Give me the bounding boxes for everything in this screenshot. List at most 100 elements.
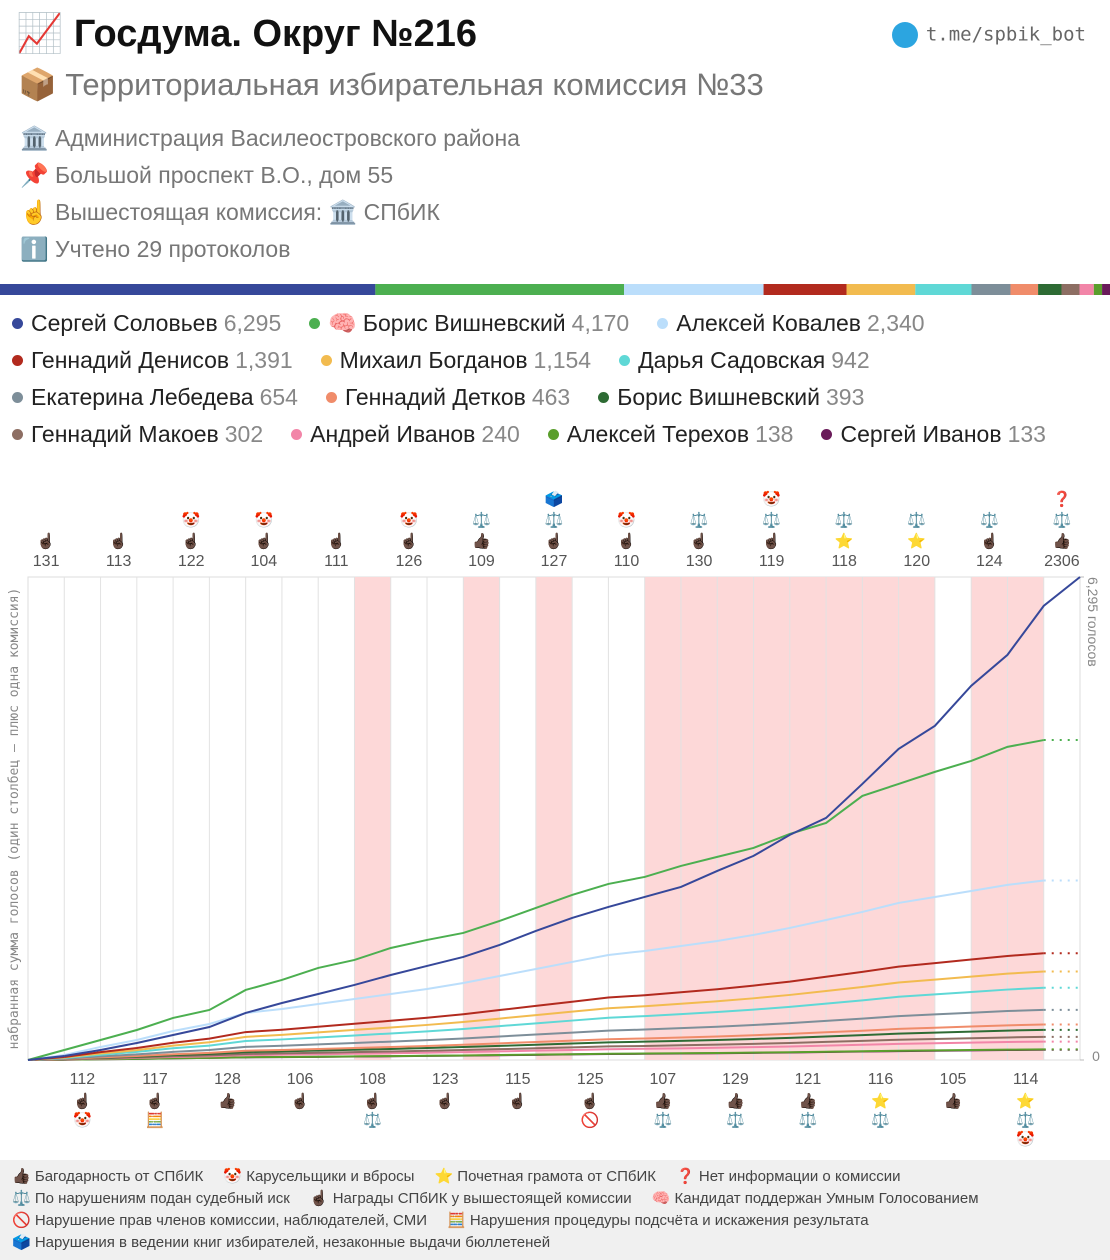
- legend-item: Сергей Соловьев 6,295: [10, 305, 281, 342]
- series-line: [64, 739, 1044, 1051]
- share-bar: [1061, 284, 1080, 295]
- title: 📈 Госдума. Округ №216: [16, 13, 478, 55]
- series-line: [64, 1008, 1044, 1060]
- column-icon: ☝🏿: [980, 531, 999, 550]
- column-icon: ☝🏿: [400, 531, 419, 550]
- series-line: [64, 1023, 1044, 1060]
- info-line: ☝️ Вышестоящая комиссия: 🏛️ СПбИК: [20, 199, 440, 225]
- column-label: 126: [396, 553, 423, 570]
- legend-name: Дарья Садовская: [638, 347, 826, 373]
- column-icon: ⚖️: [690, 511, 709, 529]
- share-bar: [1102, 284, 1110, 295]
- legend-item: Геннадий Детков 463: [324, 379, 570, 416]
- share-bar: [1079, 284, 1094, 295]
- note: 🗳️ Нарушения в ведении книг избирателей,…: [12, 1234, 551, 1251]
- legend-total: 463: [531, 384, 571, 410]
- column-label: 106: [287, 1071, 314, 1088]
- legend-total: 942: [831, 347, 870, 373]
- legend-name: Геннадий Макоев: [31, 421, 219, 447]
- note: 🚫 Нарушение прав членов комиссии, наблюд…: [12, 1212, 427, 1229]
- legend-dot: [547, 429, 559, 440]
- share-bar: [763, 284, 847, 295]
- legend-item: Михаил Богданов 1,154: [319, 342, 591, 379]
- share-bar: [624, 284, 764, 295]
- column-icon: 🤡: [73, 1111, 92, 1129]
- legend-total: 4,170: [571, 310, 630, 336]
- legend-total: 133: [1007, 421, 1046, 447]
- series-line: [64, 1028, 1044, 1061]
- share-bar: [846, 284, 916, 295]
- legend-total: 138: [755, 421, 794, 447]
- column-label: 107: [649, 1071, 676, 1088]
- column-icon: ☝🏿: [254, 531, 273, 550]
- series-line: [64, 879, 1044, 1056]
- column-label: 130: [686, 553, 713, 570]
- flagged-column: [535, 577, 573, 1060]
- column-label: 108: [359, 1071, 386, 1088]
- legend-dot: [325, 392, 337, 403]
- share-bar: [915, 284, 972, 295]
- legend-total: 6,295: [223, 310, 282, 336]
- notes: 👍🏿 Багодарность от СПбИК 🤡 Карусельщики и…: [0, 1160, 1110, 1260]
- info-line: 📌 Большой проспект В.О., дом 55: [20, 162, 394, 188]
- column-icon: ⚖️: [653, 1111, 672, 1129]
- flagged-column: [898, 577, 935, 1060]
- column-icon: ⚖️: [1053, 511, 1072, 529]
- column-label: 119: [759, 553, 785, 570]
- column-icon: ⭐: [835, 532, 854, 550]
- column-label: 120: [903, 553, 930, 570]
- column-icon: 👍🏿: [944, 1092, 963, 1110]
- legend-item: Геннадий Макоев 302: [10, 416, 263, 453]
- column-icon: ⚖️: [1016, 1111, 1035, 1129]
- column-icon: ☝🏿: [291, 1091, 310, 1110]
- column-icon: ⭐: [1016, 1092, 1035, 1110]
- note: 🧮 Нарушения процедуры подсчёта и искажен…: [447, 1212, 869, 1229]
- column-icon: ☝🏿: [363, 1091, 382, 1110]
- column-icon: 🤡: [762, 490, 781, 508]
- column-icon: ⭐: [907, 532, 926, 550]
- column-icon: 🤡: [400, 511, 419, 529]
- column-icon: 👍🏿: [799, 1092, 818, 1110]
- column-icon: ☝🏿: [545, 531, 564, 550]
- column-icon: 🤡: [182, 511, 201, 529]
- note: ❓ Нет информации о комиссии: [676, 1168, 901, 1185]
- legend-total: 393: [826, 384, 865, 410]
- flagged-column: [644, 577, 681, 1060]
- bot-link[interactable]: t.me/spbik_bot: [891, 22, 1086, 48]
- series-line: [64, 970, 1044, 1059]
- legend-item: Геннадий Денисов 1,391: [10, 342, 293, 379]
- legend-item: Алексей Терехов 138: [546, 416, 794, 453]
- column-icon: 🤡: [1016, 1130, 1035, 1148]
- flagged-column: [354, 577, 391, 1060]
- column-icon: ☝🏿: [762, 531, 781, 550]
- column-icon: 🗳️: [545, 490, 564, 508]
- series-line: [64, 576, 1081, 1057]
- legend-name: Алексей Ковалев: [676, 310, 862, 336]
- line-start: [27, 1055, 65, 1061]
- flagged-column: [717, 577, 754, 1060]
- column-icon: ⚖️: [472, 511, 491, 529]
- note: 🤡 Карусельщики и вбросы: [223, 1168, 415, 1185]
- flagged-column: [463, 577, 500, 1060]
- y-tick-label: 0: [1092, 1048, 1100, 1064]
- column-icon: ⚖️: [835, 511, 854, 529]
- column-icon: ☝🏿: [73, 1091, 92, 1110]
- column-label: 112: [70, 1071, 96, 1088]
- column-label: 118: [831, 553, 857, 570]
- flagged-column: [753, 577, 790, 1060]
- column-icon: ❓: [1053, 490, 1072, 508]
- link-text[interactable]: t.me/spbik_bot: [925, 23, 1086, 46]
- note: ☝🏿 Награды СПбИК у вышестоящей комиссии: [309, 1190, 632, 1207]
- column-icon: ⚖️: [726, 1111, 745, 1129]
- legend-name: Геннадий Денисов: [31, 347, 230, 373]
- legend-name: Алексей Терехов: [566, 421, 750, 447]
- share-bar: [1010, 284, 1039, 295]
- column-label: 121: [795, 1071, 822, 1088]
- column-icon: ⚖️: [980, 511, 999, 529]
- column-icon: 👍🏿: [653, 1092, 672, 1110]
- share-bar: [971, 284, 1011, 295]
- flagged-column: [789, 577, 827, 1060]
- legend-item: Андрей Иванов 240: [289, 416, 520, 453]
- legend-dot: [12, 318, 23, 329]
